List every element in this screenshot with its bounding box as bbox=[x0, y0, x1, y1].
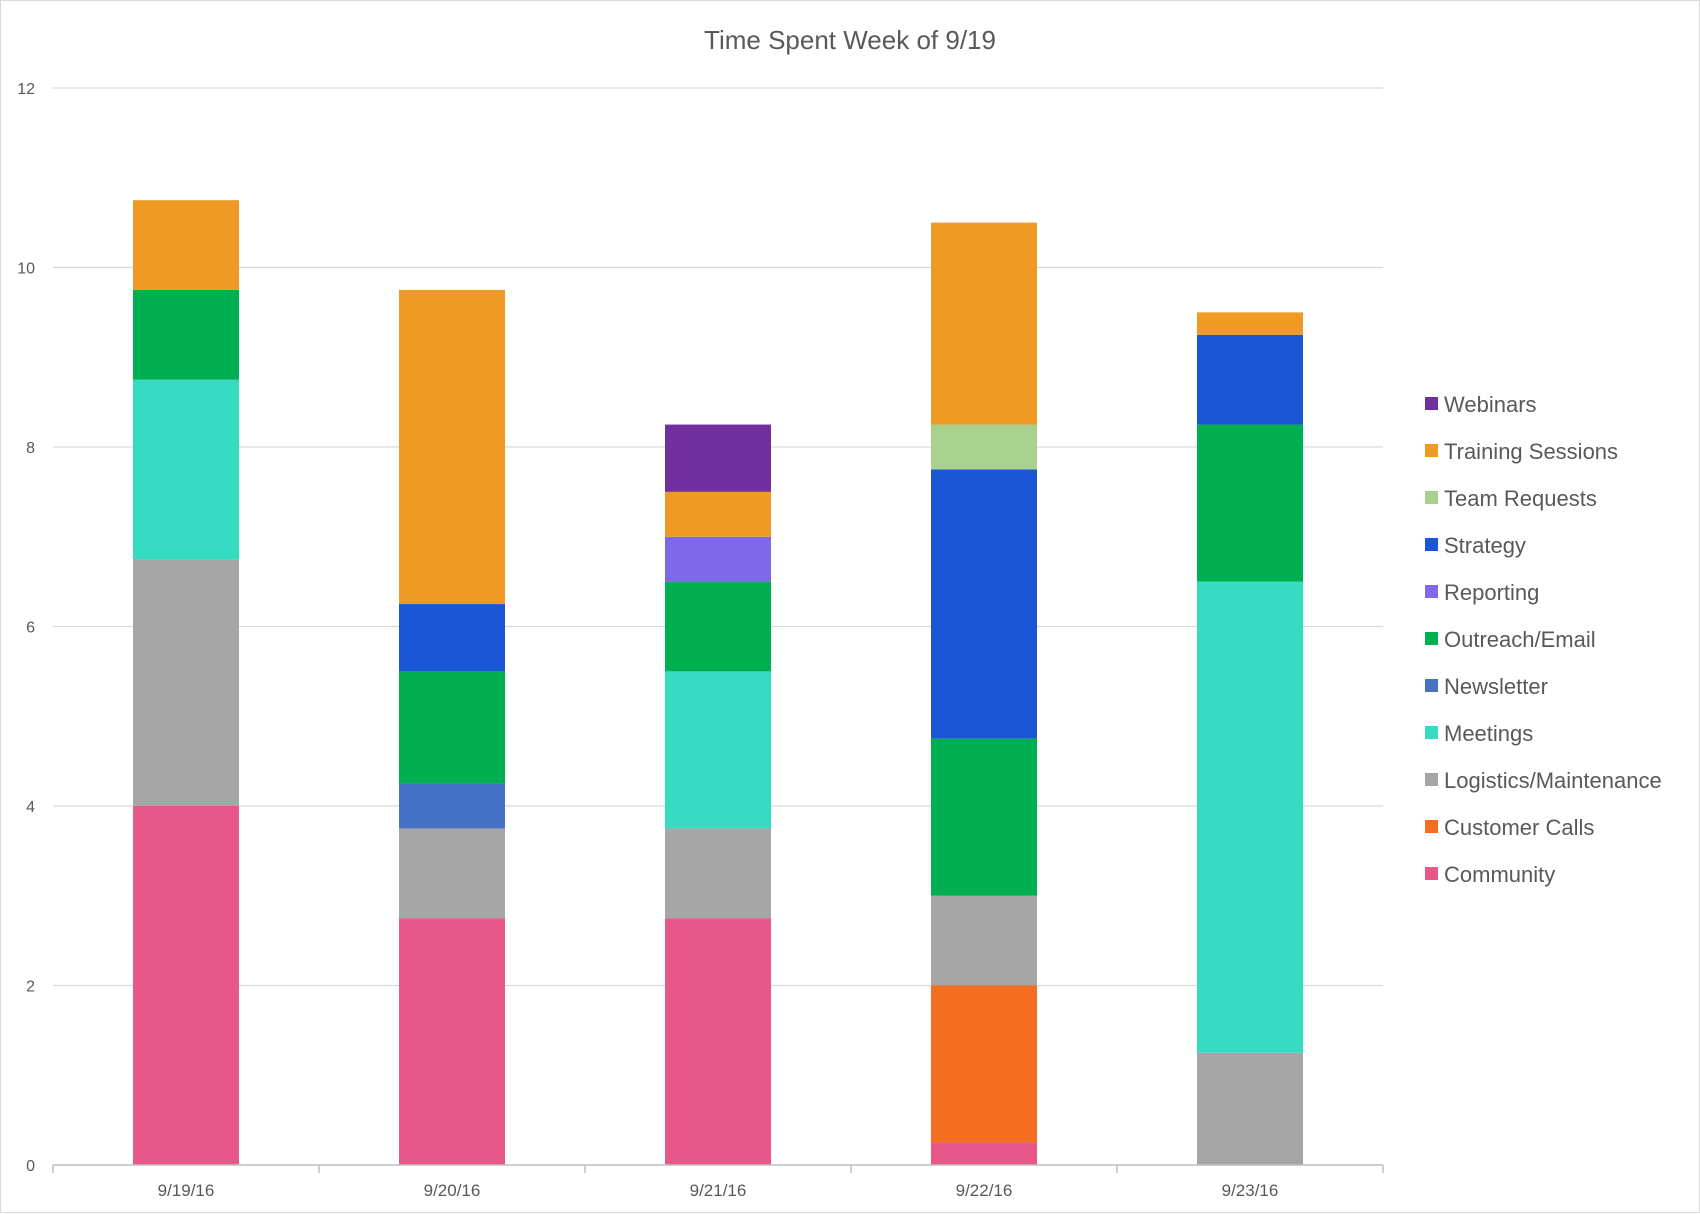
y-tick-label: 0 bbox=[26, 1158, 35, 1175]
bars bbox=[133, 200, 1303, 1165]
bar-segment-outreach-email bbox=[1197, 424, 1303, 582]
bar-segment-training-sessions bbox=[133, 200, 239, 290]
legend-swatch bbox=[1425, 820, 1438, 833]
y-axis-ticks: 0 2 4 6 8 10 12 bbox=[17, 81, 35, 1175]
bar-segment-community bbox=[399, 918, 505, 1165]
bar-segment-meetings bbox=[1197, 581, 1303, 1053]
y-tick-label: 2 bbox=[26, 979, 35, 996]
x-tick-label: 9/20/16 bbox=[424, 1181, 481, 1200]
x-axis-ticks: 9/19/16 9/20/16 9/21/16 9/22/16 9/23/16 bbox=[158, 1181, 1279, 1200]
bar-segment-outreach-email bbox=[665, 581, 771, 672]
legend-label: Logistics/Maintenance bbox=[1444, 768, 1662, 793]
bar-segment-customer-calls bbox=[931, 985, 1037, 1143]
legend-swatch bbox=[1425, 726, 1438, 739]
legend-label: Outreach/Email bbox=[1444, 627, 1596, 652]
bar-segment-community bbox=[665, 918, 771, 1165]
bar-segment-logistics-maintenance bbox=[133, 559, 239, 806]
bar-segment-webinars bbox=[665, 424, 771, 492]
bar-segment-logistics-maintenance bbox=[665, 828, 771, 919]
x-tick-label: 9/23/16 bbox=[1222, 1181, 1279, 1200]
legend-label: Community bbox=[1444, 862, 1555, 887]
bar-segment-strategy bbox=[399, 604, 505, 672]
chart-title: Time Spent Week of 9/19 bbox=[704, 25, 996, 55]
legend-swatch bbox=[1425, 632, 1438, 645]
y-tick-label: 4 bbox=[26, 799, 35, 816]
y-tick-label: 6 bbox=[26, 620, 35, 637]
legend-swatch bbox=[1425, 867, 1438, 880]
bar-segment-outreach-email bbox=[931, 738, 1037, 896]
bar-segment-logistics-maintenance bbox=[931, 895, 1037, 986]
legend-swatch bbox=[1425, 397, 1438, 410]
legend-label: Training Sessions bbox=[1444, 439, 1618, 464]
x-axis bbox=[52, 1164, 1384, 1173]
x-tick-label: 9/21/16 bbox=[690, 1181, 747, 1200]
legend-label: Newsletter bbox=[1444, 674, 1548, 699]
bar-segment-meetings bbox=[133, 379, 239, 560]
y-tick-label: 10 bbox=[17, 261, 35, 278]
legend: Webinars Training Sessions Team Requests St… bbox=[1425, 392, 1662, 887]
legend-swatch bbox=[1425, 679, 1438, 692]
legend-label: Meetings bbox=[1444, 721, 1533, 746]
legend-swatch bbox=[1425, 773, 1438, 786]
y-tick-label: 12 bbox=[17, 81, 35, 98]
bar-segment-outreach-email bbox=[133, 289, 239, 380]
legend-swatch bbox=[1425, 491, 1438, 504]
legend-swatch bbox=[1425, 585, 1438, 598]
bar-segment-strategy bbox=[1197, 334, 1303, 425]
legend-swatch bbox=[1425, 444, 1438, 457]
bar-segment-community bbox=[133, 806, 239, 1165]
bar-segment-training-sessions bbox=[1197, 312, 1303, 335]
legend-swatch bbox=[1425, 538, 1438, 551]
legend-label: Team Requests bbox=[1444, 486, 1597, 511]
bar-segment-reporting bbox=[665, 536, 771, 582]
legend-label: Webinars bbox=[1444, 392, 1537, 417]
bar-segment-training-sessions bbox=[665, 491, 771, 537]
bar-segment-logistics-maintenance bbox=[399, 828, 505, 919]
bar-segment-meetings bbox=[665, 671, 771, 829]
bar-segment-training-sessions bbox=[399, 289, 505, 605]
x-tick-label: 9/22/16 bbox=[956, 1181, 1013, 1200]
x-tick-label: 9/19/16 bbox=[158, 1181, 215, 1200]
bar-segment-strategy bbox=[931, 469, 1037, 739]
legend-label: Reporting bbox=[1444, 580, 1539, 605]
bar-segment-newsletter bbox=[399, 783, 505, 829]
bar-segment-logistics-maintenance bbox=[1197, 1052, 1303, 1165]
y-tick-label: 8 bbox=[26, 440, 35, 457]
bar-segment-community bbox=[931, 1142, 1037, 1165]
legend-label: Customer Calls bbox=[1444, 815, 1594, 840]
bar-segment-training-sessions bbox=[931, 222, 1037, 425]
bar-segment-team-requests bbox=[931, 424, 1037, 470]
legend-label: Strategy bbox=[1444, 533, 1526, 558]
bar-segment-outreach-email bbox=[399, 671, 505, 784]
